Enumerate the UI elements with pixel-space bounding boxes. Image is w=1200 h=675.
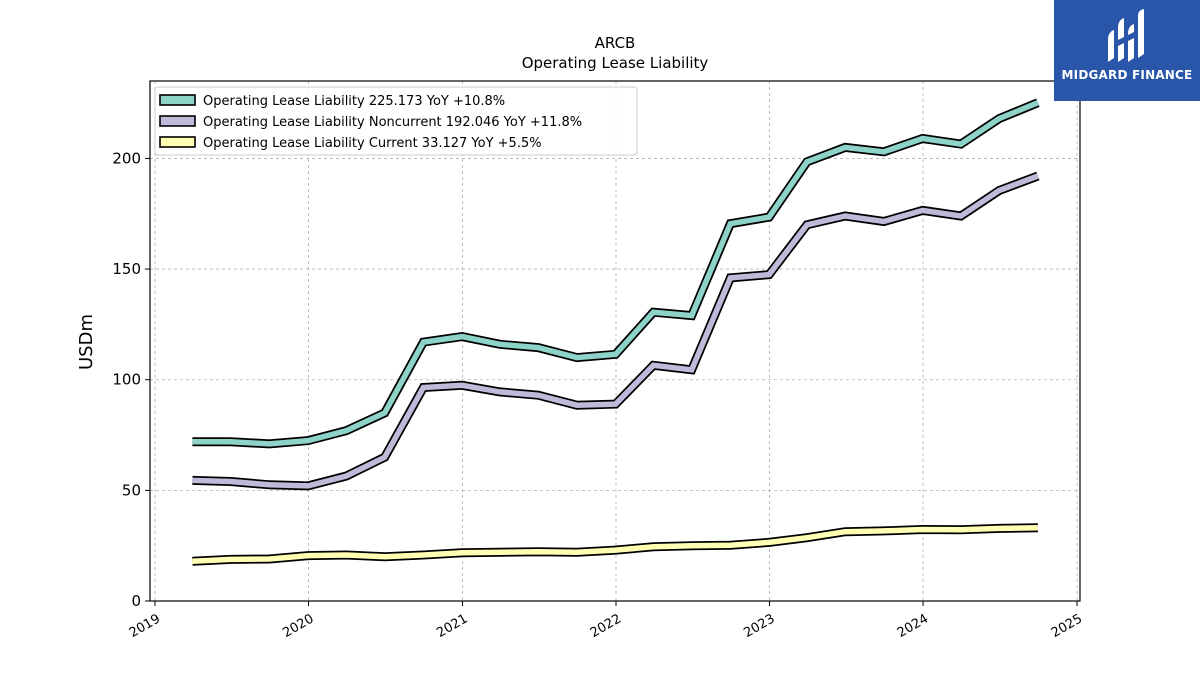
- series-line: [192, 524, 1038, 564]
- series-line: [192, 100, 1039, 447]
- y-tick-label: 100: [112, 371, 141, 389]
- legend-swatch: [159, 94, 196, 106]
- y-axis-label: USDm: [76, 314, 97, 370]
- logo-mark-icon: [1108, 9, 1144, 62]
- x-tick-label: 2020: [280, 611, 316, 641]
- legend-swatch: [159, 136, 196, 148]
- y-tick-label: 200: [112, 149, 141, 167]
- y-tick-label: 50: [122, 481, 141, 499]
- legend-label: Operating Lease Liability Noncurrent 192…: [203, 115, 582, 130]
- chart-subtitle: Operating Lease Liability: [522, 54, 709, 72]
- legend-label: Operating Lease Liability Current 33.127…: [203, 136, 542, 151]
- legend-box: [154, 86, 638, 156]
- chart-title: ARCB: [595, 34, 636, 52]
- x-tick-label: 2021: [434, 611, 470, 641]
- legend-swatch: [159, 115, 196, 127]
- series-line: [192, 173, 1039, 489]
- plot-frame: [149, 80, 1081, 602]
- logo-text: MIDGARD FINANCE: [1061, 68, 1193, 82]
- y-tick-label: 150: [112, 260, 141, 278]
- x-tick-label: 2023: [741, 611, 777, 641]
- x-tick-label: 2025: [1049, 611, 1085, 641]
- x-tick-label: 2024: [895, 611, 931, 641]
- x-tick-label: 2022: [588, 611, 624, 641]
- midgard-finance-logo: MIDGARD FINANCE: [1054, 0, 1200, 101]
- y-tick-label: 0: [131, 592, 141, 610]
- x-tick-label: 2019: [127, 611, 163, 641]
- legend: Operating Lease Liability 225.173 YoY +1…: [154, 86, 638, 156]
- legend-label: Operating Lease Liability 225.173 YoY +1…: [203, 94, 505, 109]
